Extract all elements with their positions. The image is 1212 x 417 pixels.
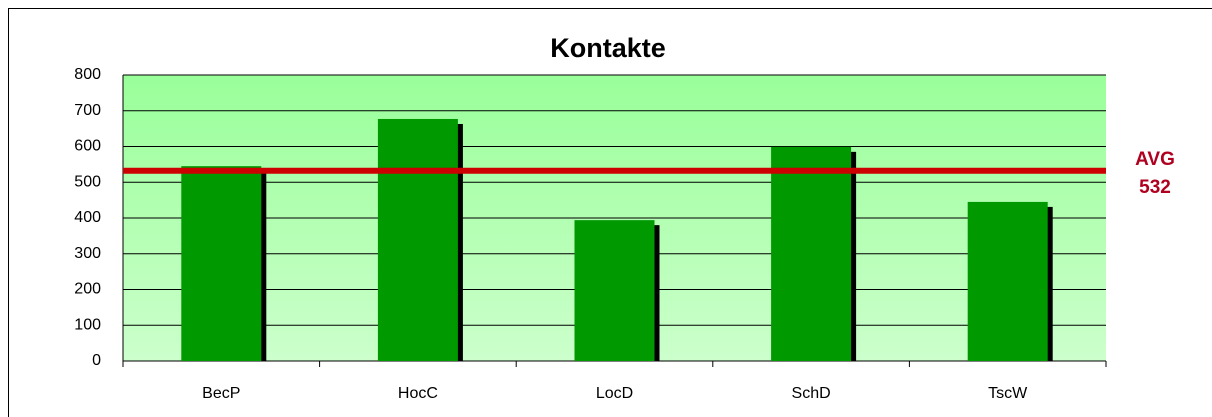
y-tick-label: 400 — [74, 209, 101, 226]
y-tick-label: 100 — [74, 316, 101, 333]
y-tick-label: 0 — [92, 352, 101, 369]
x-tick-label: HocC — [398, 385, 438, 402]
x-tick-label: SchD — [792, 385, 831, 402]
y-tick-label: 300 — [74, 245, 101, 262]
bar — [967, 201, 1048, 361]
chart-title: Kontakte — [550, 33, 666, 63]
y-tick-label: 700 — [74, 102, 101, 119]
x-tick-label: TscW — [988, 385, 1028, 402]
average-value: 532 — [1139, 177, 1171, 198]
average-label: AVG — [1135, 149, 1175, 170]
y-tick-label: 200 — [74, 281, 101, 298]
bar — [771, 146, 852, 361]
x-tick-label: LocD — [596, 385, 633, 402]
y-tick-label: 600 — [74, 138, 101, 155]
y-tick-label: 500 — [74, 173, 101, 190]
bar — [574, 220, 655, 361]
y-tick-label: 800 — [74, 66, 101, 83]
bar — [377, 118, 458, 361]
bar — [181, 166, 262, 361]
x-tick-label: BecP — [202, 385, 240, 402]
